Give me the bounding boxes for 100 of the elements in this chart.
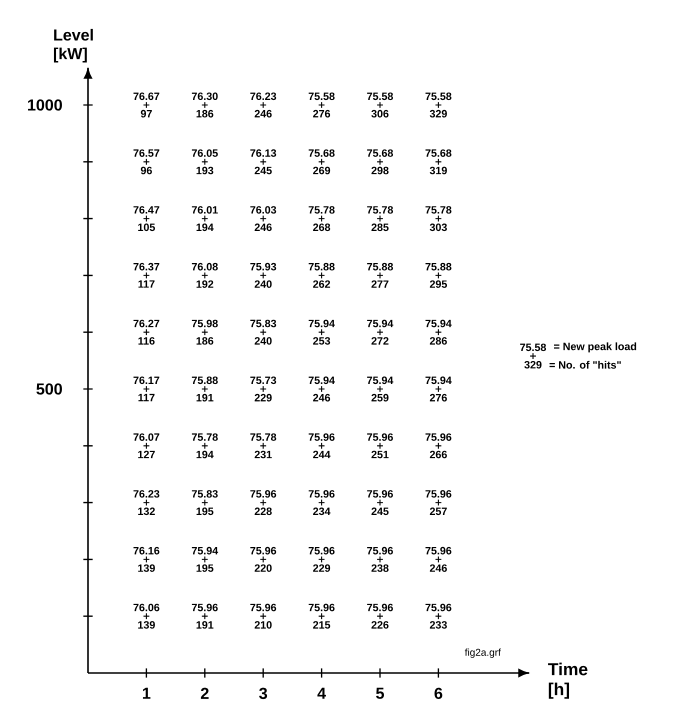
annotation: 246 <box>254 224 272 232</box>
annotation: 76.23 <box>250 92 276 100</box>
annotation: 253 <box>313 337 330 345</box>
point <box>201 556 208 563</box>
point <box>201 215 208 222</box>
annotation: 220 <box>254 564 272 572</box>
annotation: 75.96 <box>308 433 335 441</box>
annotation: 75.88 <box>367 262 394 270</box>
annotation: 75.96 <box>308 546 335 554</box>
point <box>260 442 267 450</box>
point <box>260 499 267 506</box>
point <box>318 612 326 620</box>
point <box>434 442 442 450</box>
annotation: 75.96 <box>367 546 393 554</box>
point <box>142 215 150 222</box>
annotation: 75.96 <box>250 604 276 612</box>
annotation: 75.68 <box>367 149 394 157</box>
annotation: 246 <box>430 564 447 572</box>
annotation: 76.27 <box>134 320 160 328</box>
annotation: 75.96 <box>192 604 218 612</box>
annotation: 246 <box>313 394 330 402</box>
annotation: 229 <box>254 394 272 402</box>
x-tick-label: 5 <box>376 688 384 699</box>
annotation: 75.96 <box>250 490 276 498</box>
annotation: 75.94 <box>426 376 452 384</box>
annotation: 272 <box>371 337 388 345</box>
annotation: 329 <box>430 110 447 118</box>
annotation: 75.96 <box>367 433 393 441</box>
point <box>376 215 384 222</box>
annotation: 75.83 <box>250 320 276 328</box>
annotation: 194 <box>196 450 214 458</box>
annotation: 262 <box>313 280 330 288</box>
annotation: 139 <box>138 564 155 572</box>
point <box>434 272 442 279</box>
annotation: 127 <box>138 450 155 458</box>
annotation: 75.88 <box>192 376 218 384</box>
annotation: 76.67 <box>134 92 160 100</box>
point <box>376 158 384 166</box>
annotation: 251 <box>371 450 389 458</box>
point <box>201 272 208 279</box>
point <box>318 442 326 450</box>
annotation: 329 <box>524 360 542 369</box>
point <box>260 272 267 279</box>
point <box>260 612 267 620</box>
point <box>142 158 150 166</box>
point <box>201 442 208 450</box>
y-tick-label: 500 <box>36 383 62 395</box>
annotation: 76.05 <box>192 149 218 157</box>
annotation: 244 <box>313 450 330 458</box>
point <box>142 499 150 506</box>
annotation: 245 <box>254 166 272 174</box>
annotation: 139 <box>138 621 155 629</box>
annotation: 226 <box>371 621 389 629</box>
annotation: 303 <box>430 224 447 232</box>
point <box>201 102 208 108</box>
annotation: 76.47 <box>134 206 160 214</box>
annotation: 76.37 <box>134 262 160 270</box>
annotation: 238 <box>371 564 389 572</box>
text: = No. of "hits" <box>550 360 621 369</box>
point <box>434 556 442 563</box>
annotation: 195 <box>196 564 214 572</box>
annotation: 75.78 <box>308 206 335 214</box>
point <box>318 215 326 222</box>
point <box>142 556 150 563</box>
annotation: 75.96 <box>426 433 452 441</box>
annotation: 257 <box>430 508 447 516</box>
annotation: 269 <box>313 166 330 174</box>
point <box>201 612 208 620</box>
annotation: 240 <box>254 280 272 288</box>
y-tick-label: 1000 <box>28 99 62 111</box>
x-tick-label: 1 <box>142 688 150 699</box>
annotation: 75.58 <box>426 92 452 100</box>
x-tick-label: 6 <box>434 688 442 700</box>
annotation: 286 <box>430 337 447 345</box>
text: = New peak load <box>554 342 636 352</box>
point <box>201 386 208 392</box>
annotation: 75.96 <box>426 604 452 612</box>
annotation: 75.58 <box>520 344 546 352</box>
annotation: 75.94 <box>367 376 394 384</box>
annotation: 76.13 <box>250 149 276 157</box>
annotation: 76.07 <box>134 433 160 441</box>
point <box>142 442 150 450</box>
annotation: 75.58 <box>308 92 335 100</box>
point <box>260 556 267 563</box>
annotation: 295 <box>430 280 447 288</box>
point <box>318 556 326 563</box>
annotation: 75.68 <box>308 149 335 157</box>
annotation: 246 <box>254 110 272 118</box>
annotation: 75.94 <box>192 546 218 554</box>
annotation: 75.96 <box>426 546 452 554</box>
annotation: 245 <box>371 508 389 516</box>
annotation: 215 <box>313 621 330 629</box>
annotation: 75.88 <box>426 262 452 270</box>
annotation: 75.96 <box>426 490 452 498</box>
point <box>260 215 267 222</box>
point <box>376 556 384 563</box>
annotation: 75.58 <box>367 92 394 100</box>
point <box>142 272 150 279</box>
annotation: 240 <box>254 337 272 345</box>
annotation: 229 <box>313 564 330 572</box>
